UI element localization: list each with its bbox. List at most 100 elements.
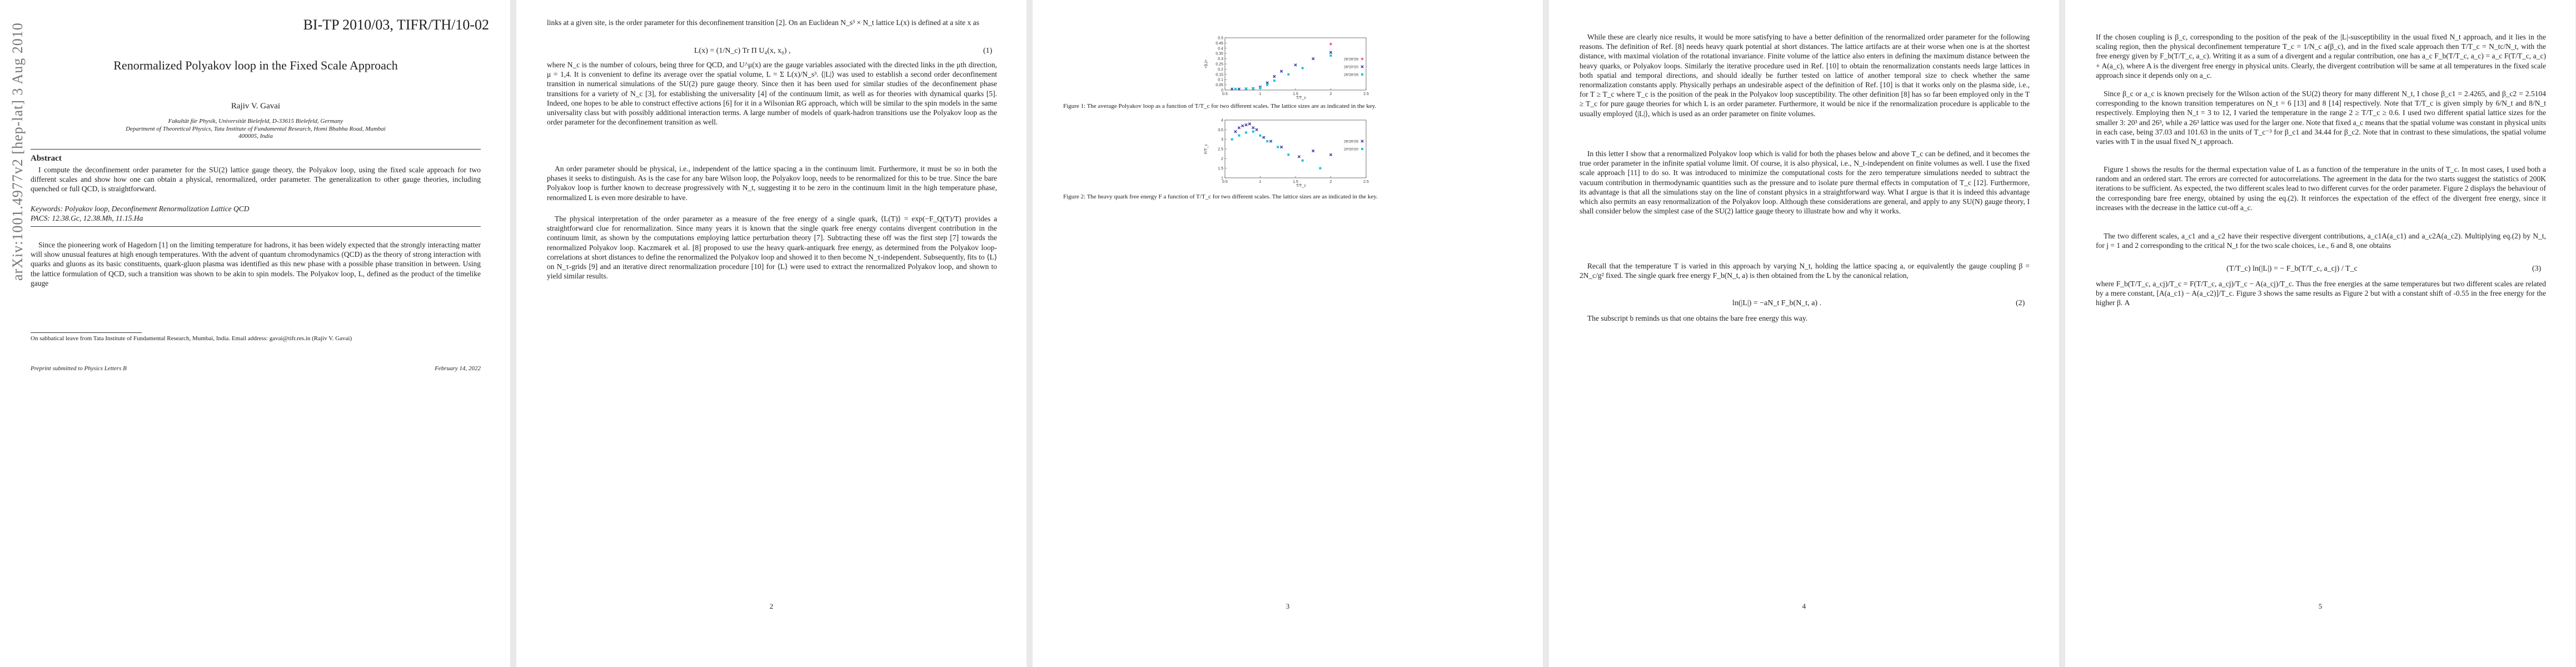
page-1: arXiv:1001.4977v2 [hep-lat] 3 Aug 2010 B… xyxy=(0,0,510,667)
y-tick-label: 2.5 xyxy=(1218,148,1223,152)
data-point xyxy=(1279,145,1283,149)
x-tick-label: 2 xyxy=(1330,180,1332,184)
data-point xyxy=(1312,149,1315,153)
body-text: In this letter I show that a renormalize… xyxy=(1580,150,2030,216)
body-text: Figure 1 shows the results for the therm… xyxy=(2096,165,2546,212)
figure-2-free-energy-chart: 0.5 1 1.5 2 2.511.522.533.54T/T_cF/T_c26³26³… xyxy=(1204,119,1369,188)
data-point xyxy=(1361,148,1363,150)
y-tick-label: 2 xyxy=(1221,157,1223,161)
data-point xyxy=(1234,130,1237,133)
data-point xyxy=(1297,155,1301,158)
data-point xyxy=(1301,159,1304,162)
x-tick-label: 1.5 xyxy=(1293,92,1298,96)
body-text: An order parameter should be physical, i… xyxy=(547,165,997,202)
affiliation-1: Fakultät für Physik, Universität Bielefe… xyxy=(168,118,343,125)
x-tick-label: 0.5 xyxy=(1222,180,1228,184)
equation-2-number: (2) xyxy=(2016,299,2025,307)
data-point xyxy=(1279,69,1283,73)
y-tick-label: 0.45 xyxy=(1215,42,1223,46)
body-text: The subscript b reminds us that one obta… xyxy=(1587,314,1808,322)
data-point xyxy=(1252,87,1254,90)
x-tick-label: 2.5 xyxy=(1363,92,1369,96)
figure-1-polyakov-loop-chart: 0.5 1 1.5 2 2.500.050.10.150.20.250.30.350.4… xyxy=(1204,37,1369,101)
footnote-rule xyxy=(31,332,142,333)
data-point xyxy=(1238,134,1240,137)
data-point xyxy=(1312,57,1315,61)
body-text: where F_b(T/T_c, a_cj)/T_c = F(T/T_c, a_… xyxy=(2096,280,2546,307)
x-tick-label: 0.5 xyxy=(1222,92,1228,96)
body-text: Since β_c or a_c is known precisely for … xyxy=(2096,89,2546,146)
data-point xyxy=(1361,57,1364,61)
abstract-text: I compute the deconfinement order parame… xyxy=(31,166,481,193)
body-text: where N_c is the number of colours, bein… xyxy=(547,61,997,127)
data-point xyxy=(1329,153,1333,157)
data-point xyxy=(1361,140,1364,143)
y-tick-label: 0.5 xyxy=(1218,37,1223,41)
page-2: links at a given site, is the order para… xyxy=(516,0,1027,667)
equation-1: L(x) = (1/N_c) Tr Π U₄(x, x₀) , xyxy=(694,47,791,55)
data-point xyxy=(1244,123,1248,127)
y-tick-label: 4 xyxy=(1221,119,1223,123)
author: Rajiv V. Gavai xyxy=(231,102,281,111)
rule xyxy=(31,226,481,227)
legend-label: 26³26³28 xyxy=(1344,58,1358,62)
body-text: Recall that the temperature T is varied … xyxy=(1580,262,2030,280)
data-point xyxy=(1301,67,1304,69)
data-point xyxy=(1329,54,1332,57)
footnote: On sabbatical leave from Tata Institute … xyxy=(31,335,352,342)
body-text: The physical interpretation of the order… xyxy=(547,215,997,281)
y-tick-label: 1 xyxy=(1221,177,1223,181)
page-number: 3 xyxy=(1285,602,1290,610)
x-tick-label: 1.5 xyxy=(1293,180,1298,184)
data-point xyxy=(1273,79,1275,82)
data-point xyxy=(1252,126,1255,130)
x-tick-label: 2.5 xyxy=(1363,180,1369,184)
x-tick-label: 1 xyxy=(1259,92,1262,96)
equation-1-number: (1) xyxy=(983,47,993,55)
equation-2: ln(|L|) = −aN_t F_b(N_t, a) . xyxy=(1732,299,1822,307)
data-point xyxy=(1273,74,1276,78)
figure-1-caption: Figure 1: The average Polyakov loop as a… xyxy=(1063,103,1377,109)
data-point xyxy=(1252,130,1254,133)
equation-3: (T/T_c) ln(|L|) = − F_b(T/T_c, a_cj) / T… xyxy=(2226,265,2358,273)
y-tick-label: 3 xyxy=(1221,138,1223,142)
page-number: 5 xyxy=(2318,602,2323,610)
y-tick-label: 0.25 xyxy=(1215,63,1223,67)
legend-label: 26³26³26 xyxy=(1344,73,1358,77)
data-point xyxy=(1266,83,1269,86)
page-3: 0.5 1 1.5 2 2.5 0 0.05 0.1 0.15 0.2 0.25 0.3 0.35 0.4… xyxy=(1033,0,1543,667)
y-tick-label: 0.35 xyxy=(1215,52,1223,56)
y-tick-label: 3.5 xyxy=(1218,128,1223,132)
data-point xyxy=(1269,140,1273,143)
rule xyxy=(31,149,481,150)
y-tick-label: 0.1 xyxy=(1218,78,1223,82)
data-point xyxy=(1277,146,1279,148)
data-point xyxy=(1287,153,1290,156)
data-point xyxy=(1329,42,1332,46)
keywords: Keywords: Polyakov loop, Deconfinement R… xyxy=(31,205,250,213)
y-tick-label: 0 xyxy=(1221,89,1223,93)
page-5: If the chosen coupling is β_c, correspon… xyxy=(2065,0,2575,667)
body-text: links at a given site, is the order para… xyxy=(547,18,979,27)
pacs: PACS: 12.38.Gc, 12.38.Mh, 11.15.Ha xyxy=(31,214,143,222)
figure-2-caption: Figure 2: The heavy quark free energy F … xyxy=(1063,193,1378,200)
data-point xyxy=(1319,167,1322,170)
data-point xyxy=(1255,128,1258,131)
affiliation-2: Department of Theoretical Physics, Tata … xyxy=(126,126,386,140)
data-point xyxy=(1237,87,1241,91)
y-tick-label: 0.4 xyxy=(1218,47,1223,51)
footer-journal: Preprint submitted to Physics Letters B xyxy=(31,365,127,372)
data-point xyxy=(1237,126,1241,130)
data-point xyxy=(1230,138,1233,141)
legend-label: 20³20³20 xyxy=(1344,148,1358,152)
x-tick-label: 1 xyxy=(1259,180,1262,184)
x-tick-label: 2 xyxy=(1330,92,1332,96)
y-tick-label: 1.5 xyxy=(1218,167,1223,171)
data-point xyxy=(1262,136,1265,139)
data-point xyxy=(1245,131,1248,134)
data-point xyxy=(1265,81,1269,84)
equation-3-number: (3) xyxy=(2532,265,2542,273)
data-point xyxy=(1248,122,1252,126)
y-axis-label: <|L|> xyxy=(1204,59,1208,68)
data-point xyxy=(1329,51,1333,54)
